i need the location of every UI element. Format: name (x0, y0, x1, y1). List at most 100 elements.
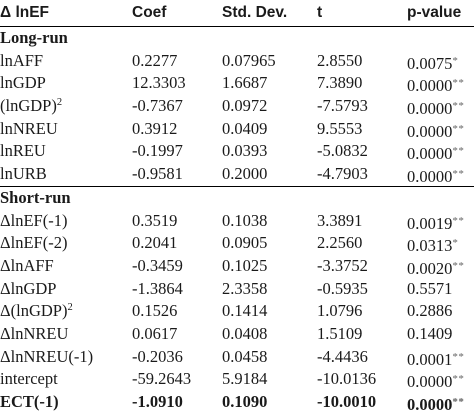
std-dev-cell: 1.6687 (222, 73, 268, 93)
significance-stars: ** (452, 100, 465, 113)
variable-cell: (lnGDP)2 (0, 95, 62, 118)
std-dev-cell: 5.9184 (222, 369, 268, 389)
t-stat-cell: 2.2560 (317, 233, 363, 253)
coef-cell: -0.1997 (132, 141, 183, 161)
p-value-cell: 0.0000** (407, 72, 464, 98)
variable-name: ΔlnNREU (0, 323, 69, 343)
p-value-cell: 0.5571 (407, 278, 452, 301)
t-stat-cell: -10.0136 (317, 369, 377, 389)
coef-cell: 0.2041 (132, 233, 178, 253)
variable-cell: lnURB (0, 163, 47, 186)
header-p-value: p-value (407, 4, 462, 21)
table-row: ΔlnAFF -0.3459 0.1025 -3.3752 0.0020** (0, 255, 474, 278)
p-value-cell: 0.0000** (407, 163, 464, 189)
p-value-text: 0.0313 (407, 236, 453, 256)
section-rule (0, 185, 474, 187)
t-stat-cell: -5.0832 (317, 141, 368, 161)
variable-name: lnNREU (0, 118, 58, 138)
significance-stars: ** (452, 396, 465, 408)
coef-cell: -1.0910 (132, 392, 183, 411)
p-value-cell: 0.2886 (407, 300, 452, 323)
variable-name: ΔlnNREU(-1) (0, 346, 94, 366)
std-dev-cell: 2.3358 (222, 278, 268, 298)
std-dev-cell: 0.0409 (222, 118, 268, 138)
coef-cell: 0.0617 (132, 323, 178, 343)
t-stat-cell: -7.5793 (317, 96, 368, 116)
t-stat-cell: -4.4436 (317, 346, 368, 366)
variable-name: ECT(-1) (0, 392, 59, 411)
table-header-row: Δ lnEF Coef Std. Dev. t p-value (0, 0, 474, 26)
variable-name: (lnGDP) (0, 96, 57, 116)
variable-cell: lnNREU (0, 118, 58, 141)
header-t: t (317, 4, 323, 21)
table-row: lnURB -0.9581 0.2000 -4.7903 0.0000** (0, 163, 474, 186)
std-dev-cell: 0.0458 (222, 346, 268, 366)
table-body: Long-run lnAFF 0.2277 0.07965 2.8550 0.0075* l… (0, 26, 474, 414)
std-dev-cell: 0.0393 (222, 141, 268, 161)
variable-cell: ΔlnNREU(-1) (0, 346, 93, 369)
p-value-cell: 0.0000** (407, 95, 464, 121)
coef-cell: 0.3519 (132, 210, 178, 230)
p-value-cell: 0.0020** (407, 255, 464, 281)
significance-stars: * (452, 237, 459, 250)
std-dev-cell: 0.0408 (222, 323, 268, 343)
variable-cell: intercept (0, 368, 58, 391)
table-row: lnGDP 12.3303 1.6687 7.3890 0.0000** (0, 72, 474, 95)
t-stat-cell: -4.7903 (317, 164, 368, 184)
variable-name: ΔlnAFF (0, 255, 54, 275)
table-row: (lnGDP)2 -0.7367 0.0972 -7.5793 0.0000** (0, 95, 474, 118)
significance-stars: ** (452, 214, 465, 227)
variable-superscript: 2 (56, 97, 63, 109)
coef-cell: 12.3303 (132, 73, 186, 93)
std-dev-cell: 0.1038 (222, 210, 268, 230)
table-row: ΔlnGDP -1.3864 2.3358 -0.5935 0.5571 (0, 278, 474, 301)
significance-stars: ** (452, 350, 465, 363)
std-dev-cell: 0.0972 (222, 96, 268, 116)
p-value-text: 0.0000 (407, 144, 453, 164)
p-value-text: 0.0019 (407, 213, 453, 233)
variable-cell: ΔlnEF(-1) (0, 210, 67, 233)
t-stat-cell: 2.8550 (317, 50, 363, 70)
p-value-text: 0.0000 (407, 76, 453, 96)
p-value-cell: 0.0001** (407, 346, 464, 372)
table-row: ΔlnEF(-1) 0.3519 0.1038 3.3891 0.0019** (0, 210, 474, 233)
variable-name: lnGDP (0, 73, 46, 93)
t-stat-cell: 7.3890 (317, 73, 363, 93)
significance-stars: ** (452, 77, 465, 90)
coef-cell: 0.1526 (132, 301, 178, 321)
table-row: lnAFF 0.2277 0.07965 2.8550 0.0075* (0, 50, 474, 73)
header-coef: Coef (132, 4, 167, 21)
significance-stars: ** (452, 259, 465, 272)
variable-cell: ΔlnNREU (0, 323, 68, 346)
std-dev-cell: 0.07965 (222, 50, 276, 70)
p-value-cell: 0.0313* (407, 232, 458, 258)
coef-cell: -0.9581 (132, 164, 183, 184)
std-dev-cell: 0.0905 (222, 233, 268, 253)
table-row: ΔlnEF(-2) 0.2041 0.0905 2.2560 0.0313* (0, 232, 474, 255)
p-value-cell: 0.1409 (407, 323, 452, 346)
variable-name: ΔlnEF(-1) (0, 210, 68, 230)
coef-cell: -59.2643 (132, 369, 192, 389)
table-row: lnREU -0.1997 0.0393 -5.0832 0.0000** (0, 140, 474, 163)
coef-cell: 0.2277 (132, 50, 178, 70)
p-value-cell: 0.0000** (407, 368, 464, 394)
variable-cell: ΔlnEF(-2) (0, 232, 67, 255)
table-row: Δ(lnGDP)2 0.1526 0.1414 1.0796 0.2886 (0, 300, 474, 323)
variable-cell: Δ(lnGDP)2 (0, 300, 73, 323)
variable-cell: lnGDP (0, 72, 46, 95)
t-stat-cell: 3.3891 (317, 210, 363, 230)
p-value-text: 0.0001 (407, 349, 453, 369)
variable-name: intercept (0, 369, 58, 389)
std-dev-cell: 0.1025 (222, 255, 268, 275)
variable-name: lnREU (0, 141, 46, 161)
variable-cell: lnREU (0, 140, 46, 163)
section-title-text: Long-run (0, 28, 68, 47)
variable-cell: ECT(-1) (0, 391, 59, 414)
p-value-text: 0.0000 (407, 99, 453, 119)
p-value-cell: 0.0000** (407, 140, 464, 166)
significance-stars: ** (452, 145, 465, 158)
p-value-cell: 0.0019** (407, 210, 464, 236)
std-dev-cell: 0.2000 (222, 164, 268, 184)
coef-cell: -0.2036 (132, 346, 183, 366)
